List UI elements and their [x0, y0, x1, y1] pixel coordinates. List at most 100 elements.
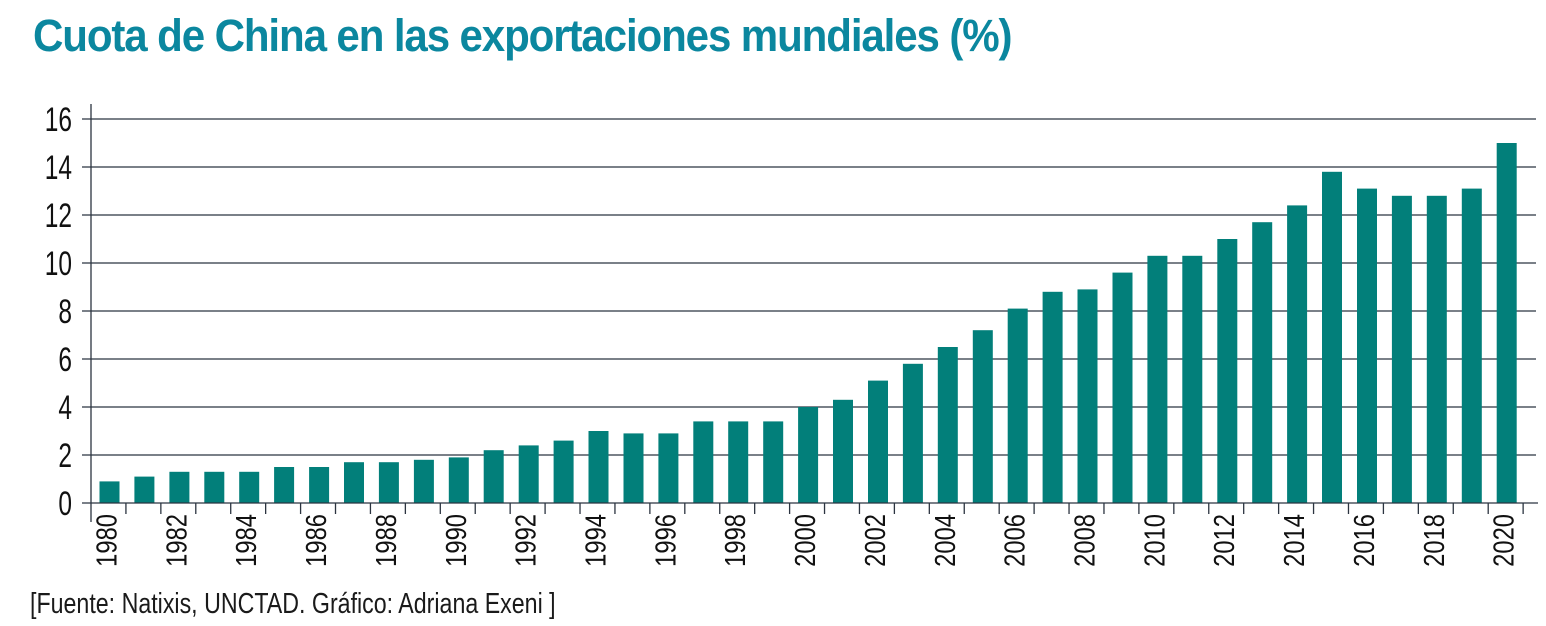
- x-tick-label: 2008: [1068, 514, 1101, 567]
- bar-1987: [344, 462, 364, 503]
- y-tick-label: 8: [58, 293, 72, 331]
- bar-1995: [623, 433, 644, 503]
- y-tick-label: 12: [45, 197, 72, 235]
- x-tick-label: 1996: [649, 514, 682, 567]
- bar-1996: [658, 433, 679, 503]
- bar-2016: [1357, 188, 1377, 503]
- x-tick-label: 2020: [1487, 514, 1520, 567]
- chart-title: Cuota de China en las exportaciones mund…: [33, 10, 1013, 61]
- x-tick-label: 2018: [1418, 514, 1451, 567]
- x-tick-label: 2006: [998, 514, 1031, 567]
- x-tick-label: 1990: [440, 514, 473, 567]
- x-tick-label: 2014: [1278, 514, 1311, 567]
- bar-1994: [588, 431, 609, 503]
- x-tick-label-group: 2006: [998, 514, 1031, 567]
- bar-2009: [1112, 272, 1133, 503]
- y-tick-label: 16: [45, 101, 72, 139]
- y-tick-label: 4: [58, 389, 72, 427]
- x-tick-label-group: 2012: [1208, 514, 1241, 567]
- x-tick-label-group: 1982: [160, 514, 193, 567]
- bar-1993: [553, 440, 574, 503]
- bar-2015: [1322, 171, 1342, 504]
- bar-2012: [1217, 239, 1238, 503]
- bar-1999: [763, 421, 784, 503]
- bar-1997: [693, 421, 714, 503]
- x-tick-label: 1984: [230, 514, 263, 567]
- y-tick-label: 0: [58, 485, 72, 523]
- bar-1983: [204, 471, 225, 503]
- bar-2018: [1426, 195, 1447, 504]
- x-tick-label-group: 1980: [90, 514, 123, 567]
- x-tick-label-group: 2018: [1418, 514, 1451, 567]
- bar-2004: [937, 347, 958, 503]
- bar-2003: [902, 363, 923, 503]
- x-tick-label: 2000: [789, 514, 822, 567]
- bar-2010: [1147, 255, 1168, 503]
- bar-1984: [239, 471, 260, 503]
- bar-1980: [99, 481, 120, 503]
- x-tick-label: 1988: [370, 514, 403, 567]
- y-tick-label: 2: [58, 437, 72, 475]
- x-tick-label-group: 2010: [1138, 514, 1171, 567]
- bar-2011: [1182, 255, 1203, 503]
- bar-2006: [1007, 308, 1028, 503]
- bar-2020: [1496, 143, 1517, 503]
- x-tick-label-group: 1992: [509, 514, 542, 567]
- y-tick-label: 10: [45, 245, 72, 283]
- x-tick-label: 2002: [859, 514, 892, 567]
- bar-2014: [1287, 205, 1308, 503]
- bar-2000: [798, 407, 819, 503]
- x-tick-label-group: 2000: [789, 514, 822, 567]
- bar-1988: [378, 462, 399, 503]
- y-tick-labels: 0 2 4 6 8 10 12 14 16: [45, 101, 72, 523]
- x-tick-label: 1998: [719, 514, 752, 567]
- source-note: [Fuente: Natixis, UNCTAD. Gráfico: Adria…: [30, 588, 556, 620]
- x-tick-label: 1982: [160, 514, 193, 567]
- x-tick-label-group: 2004: [929, 514, 962, 567]
- bar-2001: [833, 399, 853, 503]
- x-tick-label: 2016: [1348, 514, 1381, 567]
- bar-1985: [274, 467, 295, 503]
- gridlines: [82, 118, 1536, 456]
- y-tick-label: 6: [58, 341, 72, 379]
- x-tick-label-group: 1988: [370, 514, 403, 567]
- x-tick-label: 1992: [509, 514, 542, 567]
- x-tick-label-group: 2008: [1068, 514, 1101, 567]
- bar-1990: [448, 457, 469, 503]
- x-tick-label: 2004: [929, 514, 962, 567]
- x-tick-label-group: 1984: [230, 514, 263, 567]
- x-tick-label-group: 1994: [579, 514, 612, 567]
- x-tick-label: 2012: [1208, 514, 1241, 567]
- bar-1982: [169, 471, 190, 503]
- bar-2013: [1252, 222, 1273, 503]
- bar-1991: [483, 450, 504, 503]
- bar-1992: [518, 445, 539, 503]
- x-tick-label-group: 2016: [1348, 514, 1381, 567]
- x-tick-labels: 1980 1982 1984 1986 1988 1990 1992 1994 1996 1998…: [90, 514, 1520, 567]
- x-tick-label: 1986: [300, 514, 333, 567]
- bar-2007: [1042, 291, 1063, 503]
- bar-2005: [972, 330, 993, 503]
- x-tick-label: 2010: [1138, 514, 1171, 567]
- bar-1981: [134, 476, 155, 503]
- x-tick-label-group: 1996: [649, 514, 682, 567]
- bar-2017: [1391, 195, 1412, 504]
- x-tick-label-group: 1986: [300, 514, 333, 567]
- bar-2019: [1461, 188, 1482, 503]
- bar-1986: [309, 467, 330, 503]
- bar-2008: [1077, 289, 1098, 503]
- x-tick-label-group: 2002: [859, 514, 892, 567]
- x-tick-label-group: 1998: [719, 514, 752, 567]
- axes: [82, 104, 1538, 522]
- x-tick-label: 1994: [579, 514, 612, 567]
- x-tick-label-group: 1990: [440, 514, 473, 567]
- y-tick-label: 14: [45, 149, 72, 187]
- x-tick-label-group: 2020: [1487, 514, 1520, 567]
- bar-2002: [868, 380, 888, 503]
- bars: [99, 143, 1517, 504]
- x-tick-label: 1980: [90, 514, 123, 567]
- bar-1998: [728, 421, 749, 503]
- bar-1989: [413, 459, 434, 503]
- x-tick-label-group: 2014: [1278, 514, 1311, 567]
